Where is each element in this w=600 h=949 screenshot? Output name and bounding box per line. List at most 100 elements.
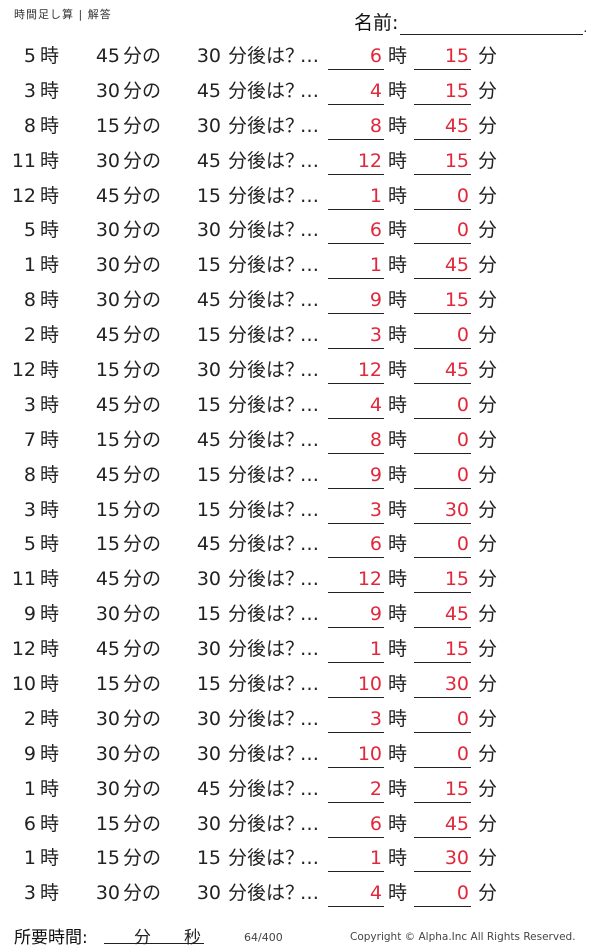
answer-minute-blank: 45 bbox=[414, 359, 471, 385]
answer-minute: 15 bbox=[444, 289, 469, 312]
added-minutes: 15 bbox=[196, 254, 221, 277]
minutes-after-question: 分後は？ bbox=[228, 882, 305, 905]
added-minutes: 30 bbox=[196, 359, 221, 382]
start-minute: 45 bbox=[95, 463, 120, 486]
problem-row: 8 時 45 分の 15 分後は？… 時分 9 0 bbox=[0, 459, 600, 494]
added-minutes: 15 bbox=[196, 603, 221, 626]
problem-list: 5 時 45 分の 30 分後は？… 時分 6 15 3 時 30 分の 45 分後は？… 時分 4 15 8 時 15… bbox=[0, 40, 600, 912]
ellipsis: … bbox=[300, 219, 319, 242]
start-minute: 45 bbox=[95, 324, 120, 347]
start-minute: 45 bbox=[95, 568, 120, 591]
answer-minute-unit: 分 bbox=[478, 428, 498, 451]
answer-minute-unit: 分 bbox=[478, 812, 498, 835]
answer-minute-blank: 30 bbox=[414, 498, 471, 524]
start-minute: 15 bbox=[95, 428, 120, 451]
answer-hour: 1 bbox=[369, 184, 382, 207]
answer-hour-blank: 9 bbox=[328, 603, 384, 629]
problem-row: 1 時 15 分の 15 分後は？… 時分 1 30 bbox=[0, 842, 600, 877]
problem-row: 11 時 30 分の 45 分後は？… 時分 12 15 bbox=[0, 145, 600, 180]
answer-minute-blank: 0 bbox=[414, 219, 471, 245]
problem-row: 7 時 15 分の 45 分後は？… 時分 8 0 bbox=[0, 424, 600, 459]
answer-hour-unit: 時 bbox=[388, 707, 408, 730]
minute-of-label: 分の bbox=[123, 498, 162, 521]
answer-minute-blank: 0 bbox=[414, 429, 471, 454]
added-minutes: 30 bbox=[196, 114, 221, 137]
added-minutes: 30 bbox=[196, 568, 221, 591]
minute-of-label: 分の bbox=[123, 533, 162, 556]
answer-hour: 3 bbox=[369, 707, 382, 730]
answer-minute-unit: 分 bbox=[478, 707, 498, 730]
hour-unit: 時 bbox=[40, 673, 60, 696]
minutes-after-question: 分後は？ bbox=[228, 45, 305, 67]
hour-unit: 時 bbox=[40, 219, 60, 242]
added-minutes: 30 bbox=[196, 812, 221, 835]
added-minutes: 45 bbox=[196, 149, 221, 172]
answer-minute-blank: 15 bbox=[414, 289, 471, 315]
answer-minute: 30 bbox=[444, 498, 469, 521]
hour-unit: 時 bbox=[40, 882, 60, 905]
minutes-after-question: 分後は？ bbox=[228, 603, 305, 626]
added-minutes: 15 bbox=[196, 463, 221, 486]
name-field: 名前:. bbox=[354, 8, 587, 35]
copyright-notice: Copyright © Alpha.Inc All Rights Reserve… bbox=[350, 931, 576, 943]
answer-hour: 6 bbox=[369, 812, 382, 835]
added-minutes: 15 bbox=[196, 184, 221, 207]
answer-minute-unit: 分 bbox=[478, 79, 498, 102]
ellipsis: … bbox=[300, 463, 319, 486]
time-second-unit: 秒 bbox=[184, 928, 201, 948]
hour-unit: 時 bbox=[40, 289, 60, 312]
answer-hour-unit: 時 bbox=[388, 254, 408, 277]
answer-hour-blank: 12 bbox=[328, 568, 384, 594]
answer-minute: 15 bbox=[444, 149, 469, 172]
answer-minute-blank: 0 bbox=[414, 394, 471, 419]
minute-of-label: 分の bbox=[123, 463, 162, 486]
answer-hour-blank: 10 bbox=[328, 743, 384, 768]
hour-unit: 時 bbox=[40, 79, 60, 102]
answer-minute-unit: 分 bbox=[478, 498, 498, 521]
minutes-after-question: 分後は？ bbox=[228, 393, 305, 416]
ellipsis: … bbox=[300, 184, 319, 207]
answer-hour-blank: 2 bbox=[328, 778, 384, 803]
answer-minute: 45 bbox=[444, 812, 469, 835]
minute-of-label: 分の bbox=[123, 45, 162, 67]
hour-unit: 時 bbox=[40, 742, 60, 765]
answer-hour: 3 bbox=[369, 324, 382, 347]
ellipsis: … bbox=[300, 742, 319, 765]
start-minute: 30 bbox=[95, 882, 120, 905]
answer-minute-unit: 分 bbox=[478, 463, 498, 486]
answer-hour: 3 bbox=[369, 498, 382, 521]
answer-hour-blank: 1 bbox=[328, 254, 384, 280]
ellipsis: … bbox=[300, 638, 319, 661]
ellipsis: … bbox=[300, 45, 319, 67]
answer-minute: 0 bbox=[456, 219, 469, 242]
minutes-after-question: 分後は？ bbox=[228, 184, 305, 207]
minutes-after-question: 分後は？ bbox=[228, 707, 305, 730]
answer-minute-unit: 分 bbox=[478, 219, 498, 242]
problem-row: 3 時 30 分の 30 分後は？… 時分 4 0 bbox=[0, 877, 600, 912]
answer-minute-blank: 30 bbox=[414, 673, 471, 699]
hour-unit: 時 bbox=[40, 638, 60, 661]
ellipsis: … bbox=[300, 498, 319, 521]
minutes-after-question: 分後は？ bbox=[228, 428, 305, 451]
answer-minute-blank: 0 bbox=[414, 743, 471, 768]
problem-row: 8 時 30 分の 45 分後は？… 時分 9 15 bbox=[0, 284, 600, 319]
minutes-after-question: 分後は？ bbox=[228, 568, 305, 591]
problem-row: 12 時 45 分の 30 分後は？… 時分 1 15 bbox=[0, 633, 600, 668]
page-header: 時間足し算 | 解答 名前:. bbox=[0, 0, 600, 40]
hour-unit: 時 bbox=[40, 463, 60, 486]
answer-hour-blank: 8 bbox=[328, 115, 384, 140]
answer-minute-blank: 15 bbox=[414, 568, 471, 594]
hour-unit: 時 bbox=[40, 114, 60, 137]
answer-hour-unit: 時 bbox=[388, 79, 408, 102]
answer-hour-blank: 9 bbox=[328, 464, 384, 489]
answer-minute: 0 bbox=[456, 882, 469, 905]
answer-hour-unit: 時 bbox=[388, 812, 408, 835]
added-minutes: 45 bbox=[196, 289, 221, 312]
answer-hour-blank: 10 bbox=[328, 673, 384, 699]
start-hour: 11 bbox=[11, 149, 36, 172]
minutes-after-question: 分後は？ bbox=[228, 149, 305, 172]
hour-unit: 時 bbox=[40, 568, 60, 591]
answer-minute-blank: 0 bbox=[414, 324, 471, 350]
minute-of-label: 分の bbox=[123, 568, 162, 591]
problem-row: 10 時 15 分の 15 分後は？… 時分 10 30 bbox=[0, 668, 600, 703]
